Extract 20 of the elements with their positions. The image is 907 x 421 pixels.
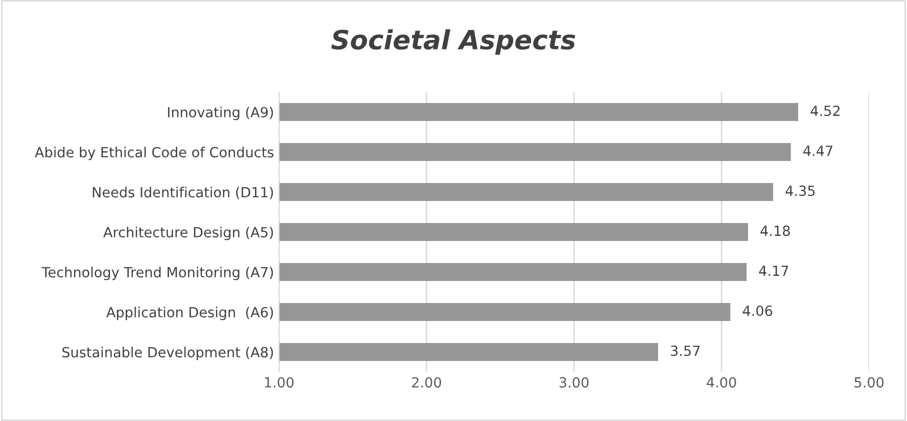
x-tick-label: 4.00 bbox=[706, 377, 736, 388]
y-tick-label: Architecture Design (A5) bbox=[103, 226, 273, 240]
data-label: 4.18 bbox=[760, 226, 790, 236]
y-tick-label: Innovating (A9) bbox=[168, 106, 273, 120]
data-label: 4.06 bbox=[742, 306, 772, 316]
x-tick-label: 1.00 bbox=[265, 377, 294, 388]
y-tick-label: Needs Identification (D11) bbox=[92, 186, 273, 200]
data-label: 4.35 bbox=[786, 186, 815, 196]
x-tick-label: 5.00 bbox=[854, 377, 884, 388]
x-tick-label: 2.00 bbox=[412, 377, 442, 388]
data-label: 4.47 bbox=[803, 146, 832, 156]
chart-title: Societal Aspects bbox=[331, 29, 576, 55]
y-tick-label: Sustainable Development (A8) bbox=[62, 346, 273, 360]
data-label: 4.17 bbox=[759, 266, 788, 276]
x-tick-label: 3.00 bbox=[560, 377, 589, 388]
y-tick-label: Application Design (A6) bbox=[106, 306, 273, 320]
data-label: 3.57 bbox=[670, 346, 700, 356]
y-tick-label: Technology Trend Monitoring (A7) bbox=[42, 266, 273, 280]
y-tick-label: Abide by Ethical Code of Conducts bbox=[34, 146, 274, 160]
data-label: 4.52 bbox=[810, 106, 840, 116]
